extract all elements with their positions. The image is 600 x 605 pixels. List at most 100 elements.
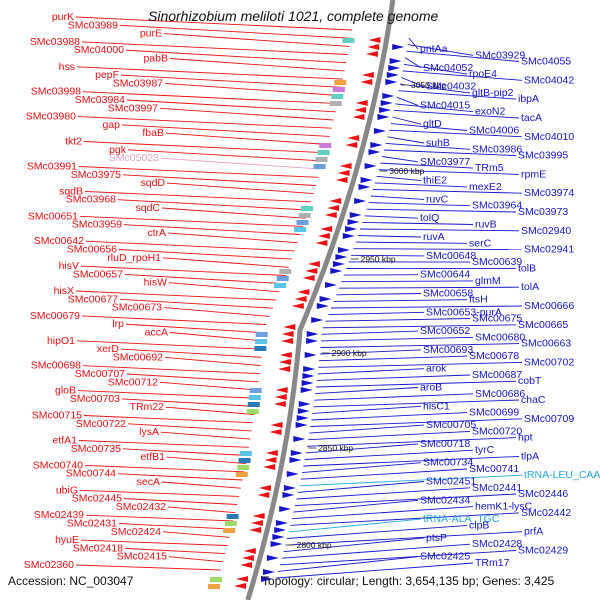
left-gene-label: SMc00698 — [31, 360, 81, 372]
right-connector-line — [388, 137, 425, 143]
feature-bar — [250, 388, 262, 393]
forward-gene-arrow — [390, 58, 402, 64]
forward-gene-arrow — [293, 436, 305, 442]
feature-bar — [331, 94, 343, 99]
right-gene-label: SMc00666 — [524, 300, 574, 312]
left-gene-label: SMc03998 — [31, 86, 81, 98]
right-gene-label: SMc02442 — [521, 507, 571, 519]
left-gene-label: SMc02415 — [117, 551, 167, 563]
reverse-gene-arrow — [276, 387, 288, 393]
right-gene-label: SMc00652 — [420, 325, 470, 337]
right-connector-line — [334, 300, 467, 302]
reverse-gene-arrow — [271, 422, 283, 428]
reverse-gene-arrow — [352, 114, 364, 120]
topology-text: Topology: circular; Length: 3,654,135 bp… — [262, 574, 554, 588]
right-connector-line — [358, 236, 421, 237]
right-gene-label: SMc00709 — [524, 413, 574, 425]
right-connector-line — [356, 242, 467, 243]
left-gene-label: etfB1 — [140, 451, 165, 463]
left-gene-label: hipO1 — [47, 335, 75, 347]
right-gene-label: mexE2 — [469, 181, 502, 193]
left-connector-line — [166, 407, 254, 414]
left-gene-label: SMc00712 — [108, 376, 158, 388]
right-gene-label: SMc00678 — [469, 350, 519, 362]
reverse-gene-arrow — [236, 576, 248, 582]
left-gene-label: SMc00692 — [113, 351, 163, 363]
forward-gene-arrow — [359, 184, 371, 190]
left-gene-label: SMc03988 — [30, 36, 80, 48]
kbp-label: 2800 kbp — [297, 540, 332, 550]
feature-bar — [240, 451, 252, 456]
right-connector-line — [362, 222, 473, 224]
kbp-label: 2850 kbp — [318, 443, 353, 453]
reverse-gene-arrow — [295, 296, 307, 302]
feature-bar — [333, 87, 345, 92]
feature-bar — [316, 157, 328, 162]
right-gene-label: clpB — [469, 519, 489, 531]
feature-bar — [223, 528, 235, 533]
reverse-gene-arrow — [356, 100, 368, 106]
left-gene-label: secA — [137, 476, 160, 488]
forward-gene-arrow — [267, 555, 279, 561]
left-gene-label: lrp — [112, 318, 124, 330]
forward-gene-arrow — [297, 415, 309, 421]
reverse-gene-arrow — [257, 492, 269, 498]
reverse-gene-arrow — [308, 261, 320, 267]
left-gene-label: sqdD — [140, 177, 165, 189]
reverse-gene-arrow — [315, 240, 327, 246]
left-connector-line — [162, 482, 241, 488]
forward-gene-arrow — [305, 352, 317, 358]
left-connector-line — [76, 565, 221, 570]
reverse-gene-arrow — [362, 72, 374, 78]
left-connector-line — [168, 233, 298, 243]
left-gene-label: SMc03997 — [108, 102, 158, 114]
left-gene-label: SMc03968 — [66, 194, 116, 206]
reverse-gene-arrow — [281, 338, 293, 344]
left-gene-label: SMc05023 — [109, 152, 159, 164]
reverse-gene-arrow — [240, 562, 252, 568]
right-connector-line — [341, 281, 473, 282]
left-connector-line — [82, 316, 266, 325]
forward-gene-arrow — [365, 163, 377, 169]
reverse-gene-arrow — [320, 226, 332, 232]
left-connector-line — [162, 208, 306, 218]
left-connector-line — [168, 507, 235, 513]
left-gene-label: SMc02360 — [24, 559, 74, 571]
left-connector-line — [167, 457, 246, 464]
forward-gene-arrow — [302, 380, 314, 386]
forward-gene-arrow — [320, 296, 332, 302]
reverse-gene-arrow — [340, 163, 352, 169]
left-connector-line — [169, 557, 223, 562]
feature-bar — [247, 409, 259, 414]
left-connector-line — [163, 532, 229, 538]
feature-bar — [208, 584, 220, 589]
right-gene-label: rpoE4 — [469, 68, 497, 80]
reverse-gene-arrow — [329, 198, 341, 204]
feature-bar — [294, 227, 306, 232]
right-gene-label: tRNA-LEU_CAA — [524, 469, 600, 481]
forward-gene-arrow — [333, 261, 345, 267]
feature-bar — [334, 80, 346, 85]
reverse-gene-arrow — [251, 520, 263, 526]
left-connector-line — [169, 283, 279, 292]
reverse-gene-arrow — [242, 555, 254, 561]
feature-bar — [225, 521, 237, 526]
right-gene-label: cobT — [518, 375, 542, 387]
right-gene-label: tlpA — [521, 450, 539, 462]
forward-gene-arrow — [272, 534, 284, 540]
right-gene-label: SMc00718 — [420, 438, 470, 450]
right-gene-label: SMc02429 — [518, 545, 568, 557]
right-gene-label: SMc02434 — [420, 494, 470, 506]
right-gene-label: SMc04052 — [423, 62, 473, 74]
right-connector-line — [369, 203, 470, 206]
feature-bar — [255, 339, 267, 344]
right-connector-line — [316, 381, 516, 387]
forward-gene-arrow — [274, 527, 286, 533]
feature-bar — [279, 269, 291, 274]
right-connector-line — [409, 38, 418, 49]
feature-bar — [301, 206, 313, 211]
forward-gene-arrow — [282, 492, 294, 498]
right-gene-label: SMc02425 — [420, 551, 470, 563]
right-gene-label: SMc02441 — [472, 482, 522, 494]
